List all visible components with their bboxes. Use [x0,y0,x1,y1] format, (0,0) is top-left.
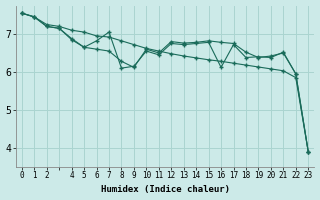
X-axis label: Humidex (Indice chaleur): Humidex (Indice chaleur) [100,185,229,194]
